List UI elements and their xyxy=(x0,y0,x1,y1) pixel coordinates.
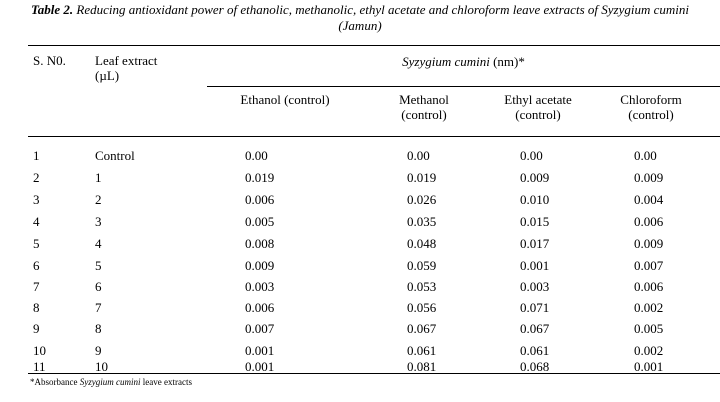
cell-value: 0.061 xyxy=(407,343,437,358)
subheader-3-line1: Ethyl acetate xyxy=(504,92,572,107)
cell-value: 0.00 xyxy=(520,148,543,163)
cell-value: 0.00 xyxy=(245,148,268,163)
footnote-species: Syzygium cumini xyxy=(79,377,141,387)
footnote: *Absorbance Syzygium cumini leave extrac… xyxy=(30,377,192,388)
cell-value: 0.009 xyxy=(634,170,664,185)
header-leaf-extract: Leaf extract xyxy=(95,53,158,68)
cell-leaf-extract: Control xyxy=(95,148,135,163)
cell-sno: 6 xyxy=(33,258,40,273)
cell-value: 0.006 xyxy=(634,279,664,294)
cell-value: 0.035 xyxy=(407,214,437,229)
cell-value: 0.003 xyxy=(245,279,275,294)
cell-value: 0.056 xyxy=(407,300,437,315)
cell-value: 0.009 xyxy=(634,236,664,251)
cell-value: 0.007 xyxy=(634,258,664,273)
cell-sno: 3 xyxy=(33,192,40,207)
cell-value: 0.053 xyxy=(407,279,437,294)
cell-value: 0.009 xyxy=(520,170,550,185)
cell-value: 0.071 xyxy=(520,300,550,315)
cell-value: 0.004 xyxy=(634,192,664,207)
cell-sno: 5 xyxy=(33,236,40,251)
cell-value: 0.001 xyxy=(245,359,275,374)
footnote-suffix: leave extracts xyxy=(140,377,192,387)
caption-species: Syzygium cumini xyxy=(601,2,689,17)
cell-value: 0.081 xyxy=(407,359,437,374)
caption-label: Table 2. xyxy=(31,2,74,17)
top-rule xyxy=(28,45,720,46)
cell-sno: 4 xyxy=(33,214,40,229)
cell-leaf-extract: 1 xyxy=(95,170,102,185)
cell-leaf-extract: 6 xyxy=(95,279,102,294)
cell-value: 0.006 xyxy=(634,214,664,229)
header-species-unit: (nm)* xyxy=(489,54,525,69)
cell-value: 0.006 xyxy=(245,300,275,315)
cell-value: 0.002 xyxy=(634,300,664,315)
cell-value: 0.001 xyxy=(634,359,664,374)
cell-sno: 2 xyxy=(33,170,40,185)
cell-leaf-extract: 8 xyxy=(95,321,102,336)
cell-sno: 8 xyxy=(33,300,40,315)
cell-leaf-extract: 2 xyxy=(95,192,102,207)
cell-value: 0.067 xyxy=(520,321,550,336)
cell-sno: 1 xyxy=(33,148,40,163)
cell-value: 0.001 xyxy=(520,258,550,273)
header-species-name: Syzygium cumini xyxy=(402,54,490,69)
cell-value: 0.003 xyxy=(520,279,550,294)
subheader-4-line2: (control) xyxy=(628,107,674,122)
cell-sno: 9 xyxy=(33,321,40,336)
subheader-1-line1: Ethanol (control) xyxy=(240,92,330,107)
bottom-rule xyxy=(28,373,720,374)
cell-value: 0.010 xyxy=(520,192,550,207)
cell-value: 0.002 xyxy=(634,343,664,358)
cell-leaf-extract: 10 xyxy=(95,359,108,374)
cell-value: 0.068 xyxy=(520,359,550,374)
cell-value: 0.008 xyxy=(245,236,275,251)
footnote-prefix: *Absorbance xyxy=(30,377,80,387)
cell-value: 0.019 xyxy=(245,170,275,185)
subheader-4-line1: Chloroform xyxy=(620,92,682,107)
cell-value: 0.015 xyxy=(520,214,550,229)
cell-leaf-extract: 3 xyxy=(95,214,102,229)
cell-value: 0.026 xyxy=(407,192,437,207)
cell-value: 0.017 xyxy=(520,236,550,251)
subheader-2-line2: (control) xyxy=(401,107,447,122)
cell-sno: 7 xyxy=(33,279,40,294)
header-bottom-rule xyxy=(28,136,720,137)
cell-sno: 10 xyxy=(33,343,46,358)
cell-value: 0.005 xyxy=(634,321,664,336)
cell-value: 0.006 xyxy=(245,192,275,207)
subheader-2-line1: Methanol xyxy=(399,92,449,107)
cell-value: 0.00 xyxy=(407,148,430,163)
group-header-rule xyxy=(207,86,720,87)
cell-leaf-extract: 4 xyxy=(95,236,102,251)
header-sno: S. N0. xyxy=(33,53,66,68)
caption-line-2: (Jamun) xyxy=(338,18,382,33)
cell-value: 0.048 xyxy=(407,236,437,251)
cell-value: 0.00 xyxy=(634,148,657,163)
cell-value: 0.059 xyxy=(407,258,437,273)
cell-leaf-extract: 9 xyxy=(95,343,102,358)
header-leaf-unit: (µL) xyxy=(95,68,120,83)
subheader-3-line2: (control) xyxy=(515,107,561,122)
cell-leaf-extract: 7 xyxy=(95,300,102,315)
cell-value: 0.007 xyxy=(245,321,275,336)
cell-value: 0.009 xyxy=(245,258,275,273)
cell-value: 0.005 xyxy=(245,214,275,229)
caption-text: Reducing antioxidant power of ethanolic,… xyxy=(73,2,602,17)
table-caption: Table 2. Reducing antioxidant power of e… xyxy=(0,2,720,34)
cell-value: 0.067 xyxy=(407,321,437,336)
cell-value: 0.061 xyxy=(520,343,550,358)
cell-value: 0.019 xyxy=(407,170,437,185)
cell-leaf-extract: 5 xyxy=(95,258,102,273)
cell-sno: 11 xyxy=(33,359,46,374)
cell-value: 0.001 xyxy=(245,343,275,358)
caption-line-1: Table 2. Reducing antioxidant power of e… xyxy=(0,2,720,18)
header-species-group: Syzygium cumini (nm)* xyxy=(207,54,720,69)
